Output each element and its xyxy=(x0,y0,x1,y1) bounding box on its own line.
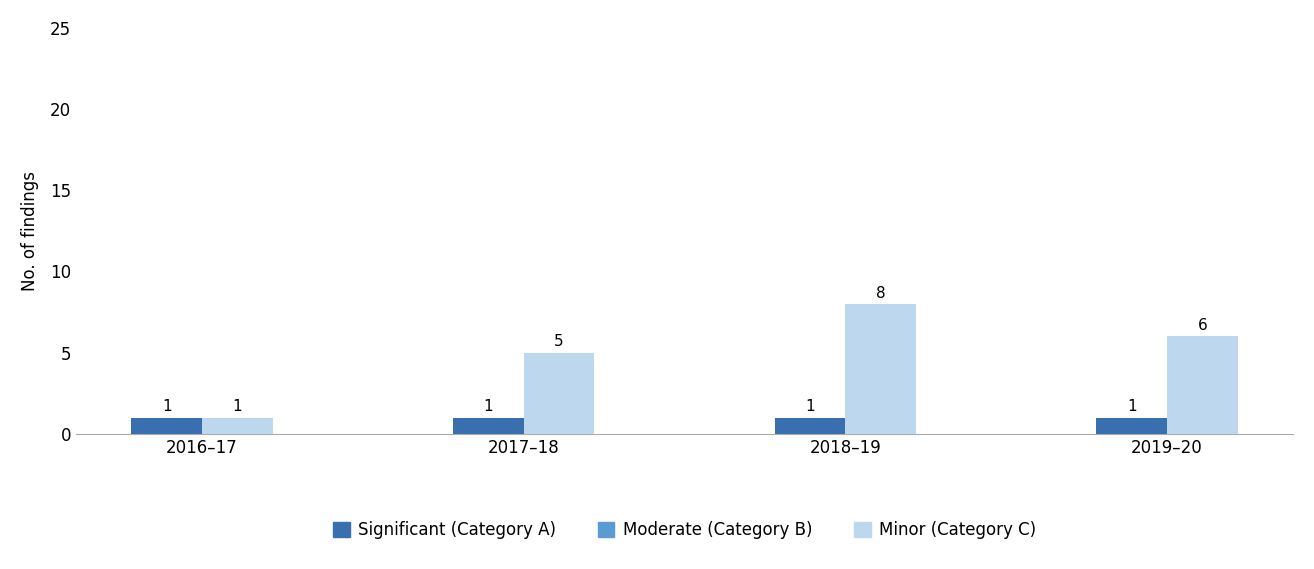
Bar xyxy=(524,353,594,434)
Bar xyxy=(775,418,845,434)
Text: 1: 1 xyxy=(162,399,171,414)
Bar xyxy=(845,304,916,434)
Text: 1: 1 xyxy=(233,399,242,414)
Text: 8: 8 xyxy=(876,286,886,300)
Bar xyxy=(453,418,524,434)
Text: 1: 1 xyxy=(484,399,493,414)
Text: 1: 1 xyxy=(1127,399,1137,414)
Bar xyxy=(1096,418,1167,434)
Text: 6: 6 xyxy=(1197,318,1208,333)
Y-axis label: No. of findings: No. of findings xyxy=(21,171,39,291)
Bar xyxy=(131,418,202,434)
Text: 1: 1 xyxy=(805,399,815,414)
Text: 5: 5 xyxy=(555,335,564,349)
Legend: Significant (Category A), Moderate (Category B), Minor (Category C): Significant (Category A), Moderate (Cate… xyxy=(332,521,1035,539)
Bar xyxy=(202,418,273,434)
Bar xyxy=(1167,336,1238,434)
